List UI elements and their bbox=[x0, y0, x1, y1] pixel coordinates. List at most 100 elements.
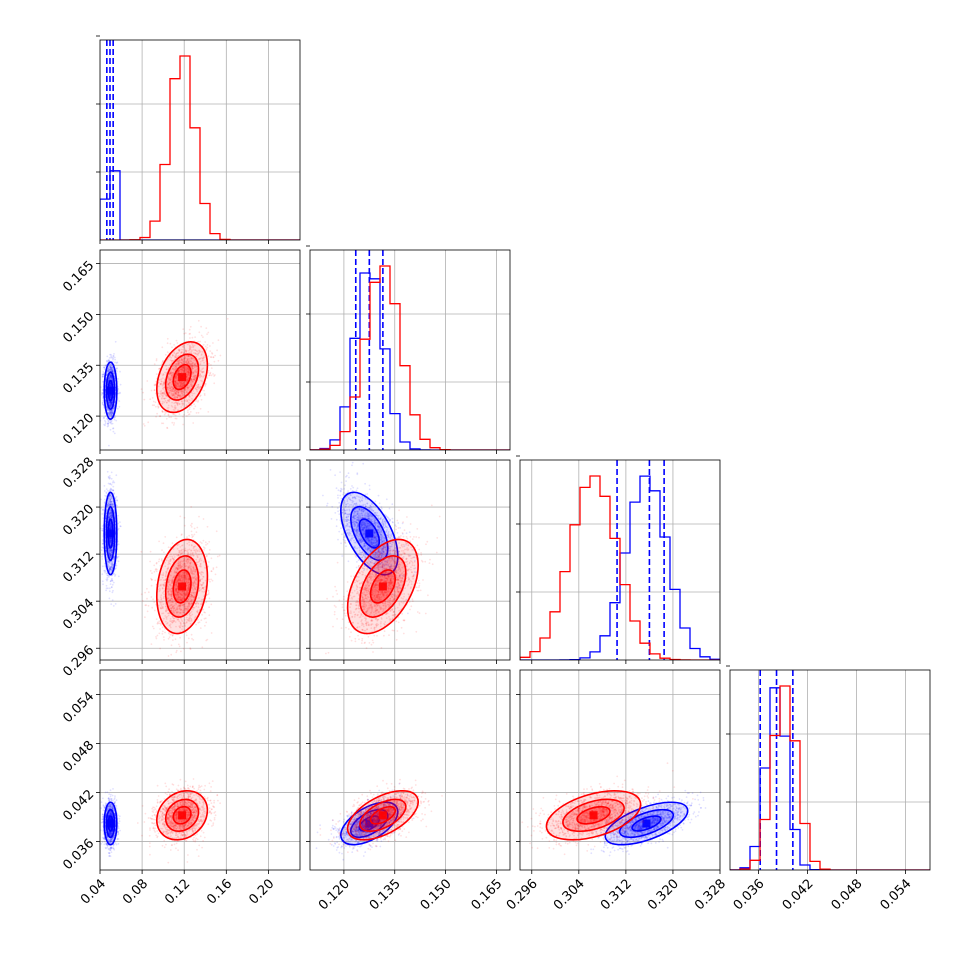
scatter-point bbox=[178, 370, 181, 372]
scatter-point bbox=[110, 366, 113, 369]
scatter-point bbox=[115, 362, 118, 364]
scatter-point bbox=[109, 410, 111, 413]
scatter-point bbox=[189, 380, 192, 383]
scatter-point bbox=[117, 575, 120, 578]
scatter-point bbox=[110, 402, 113, 405]
scatter-point bbox=[195, 365, 198, 368]
scatter-point bbox=[177, 355, 179, 358]
scatter-point bbox=[186, 354, 189, 357]
scatter-point bbox=[178, 359, 181, 362]
scatter-point bbox=[108, 597, 111, 600]
scatter-point bbox=[193, 376, 195, 378]
scatter-point bbox=[104, 365, 107, 367]
scatter-point bbox=[210, 367, 213, 369]
scatter-point bbox=[110, 402, 112, 405]
scatter-point bbox=[112, 581, 115, 584]
scatter-point bbox=[194, 387, 197, 390]
scatter-point bbox=[109, 428, 112, 431]
scatter-point bbox=[188, 333, 191, 335]
scatter-point bbox=[101, 527, 104, 530]
scatter-point bbox=[108, 489, 111, 492]
scatter-point bbox=[187, 409, 189, 412]
scatter-point bbox=[109, 394, 112, 397]
panel-frame bbox=[99, 39, 301, 241]
scatter-point bbox=[176, 396, 179, 399]
scatter-point bbox=[172, 368, 174, 370]
scatter-point bbox=[109, 385, 112, 387]
scatter-point bbox=[142, 423, 145, 425]
scatter-point bbox=[190, 378, 193, 380]
scatter-point bbox=[152, 627, 155, 630]
scatter-point bbox=[179, 368, 182, 371]
scatter-point bbox=[109, 374, 112, 377]
scatter-point bbox=[113, 405, 116, 407]
scatter-point bbox=[176, 371, 179, 374]
scatter-point bbox=[208, 540, 211, 543]
scatter-point bbox=[175, 385, 178, 388]
scatter-point bbox=[172, 387, 174, 390]
scatter-point bbox=[113, 372, 115, 375]
scatter-point bbox=[111, 402, 113, 405]
scatter-point bbox=[173, 355, 176, 358]
scatter-point bbox=[182, 423, 185, 426]
scatter-point bbox=[190, 360, 193, 363]
scatter-point bbox=[202, 539, 205, 542]
scatter-point bbox=[140, 550, 143, 553]
scatter-point bbox=[199, 357, 201, 360]
scatter-point bbox=[109, 368, 112, 371]
scatter-point bbox=[161, 410, 164, 413]
scatter-point bbox=[110, 375, 113, 378]
scatter-point bbox=[172, 390, 175, 393]
scatter-point bbox=[195, 623, 198, 626]
scatter-point bbox=[108, 411, 111, 414]
scatter-point bbox=[172, 639, 174, 641]
scatter-point bbox=[111, 368, 113, 371]
scatter-point bbox=[117, 392, 119, 395]
scatter-point bbox=[114, 358, 116, 361]
scatter-point bbox=[161, 400, 164, 403]
scatter-point bbox=[161, 403, 163, 405]
scatter-point bbox=[110, 375, 113, 377]
scatter-point bbox=[107, 377, 110, 380]
scatter-point bbox=[167, 400, 169, 402]
scatter-point bbox=[162, 359, 164, 362]
scatter-point bbox=[112, 408, 115, 410]
scatter-point bbox=[187, 377, 190, 379]
scatter-point bbox=[109, 405, 111, 407]
scatter-point bbox=[165, 417, 168, 420]
scatter-point bbox=[111, 366, 114, 369]
scatter-point bbox=[187, 372, 190, 375]
scatter-point bbox=[108, 409, 111, 412]
scatter-point bbox=[204, 385, 207, 387]
scatter-point bbox=[110, 394, 112, 397]
scatter-point bbox=[194, 364, 196, 367]
scatter-point bbox=[112, 368, 114, 371]
scatter-point bbox=[176, 396, 179, 399]
scatter-point bbox=[116, 514, 119, 517]
scatter-point bbox=[109, 366, 112, 368]
scatter-point bbox=[183, 383, 186, 386]
scatter-point bbox=[109, 401, 112, 403]
scatter-point bbox=[109, 394, 112, 397]
scatter-point bbox=[147, 591, 150, 594]
scatter-point bbox=[152, 400, 155, 403]
scatter-point bbox=[115, 419, 118, 422]
scatter-point bbox=[194, 364, 197, 367]
scatter-point bbox=[103, 417, 105, 420]
scatter-point bbox=[179, 515, 182, 518]
scatter-point bbox=[104, 571, 106, 574]
scatter-point bbox=[195, 349, 198, 352]
scatter-point bbox=[108, 377, 110, 380]
scatter-point bbox=[109, 422, 111, 424]
scatter-point bbox=[163, 639, 165, 641]
scatter-point bbox=[162, 411, 164, 413]
scatter-point bbox=[198, 373, 201, 375]
scatter-point bbox=[161, 392, 164, 395]
scatter-point bbox=[106, 368, 109, 371]
scatter-point bbox=[180, 358, 183, 361]
scatter-point bbox=[103, 490, 106, 492]
scatter-point bbox=[191, 367, 194, 370]
scatter-point bbox=[111, 376, 113, 379]
scatter-point bbox=[140, 388, 143, 390]
scatter-point bbox=[108, 404, 111, 406]
